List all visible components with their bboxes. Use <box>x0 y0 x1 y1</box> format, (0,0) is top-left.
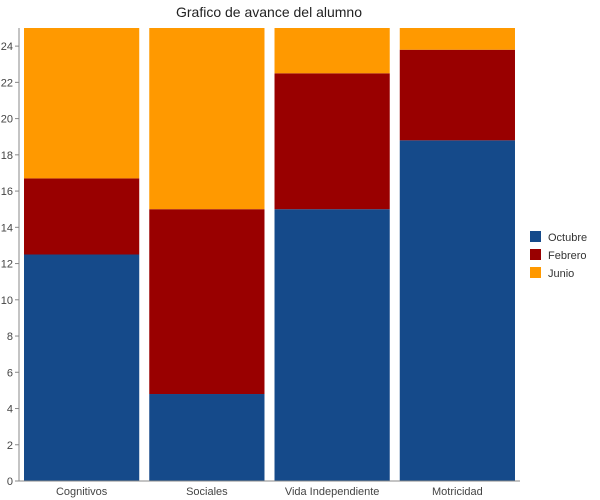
y-tick-label: 4 <box>7 404 13 416</box>
legend-label-octubre: Octubre <box>548 232 587 244</box>
bar-junio-3 <box>399 28 515 50</box>
legend-label-junio: Junio <box>548 268 574 280</box>
plot-area <box>24 28 515 481</box>
chart-title: Grafico de avance del alumno <box>176 4 362 20</box>
bar-octubre-3 <box>399 140 515 481</box>
y-tick-label: 2 <box>7 440 13 452</box>
bar-octubre-1 <box>149 394 265 481</box>
x-tick-label: Sociales <box>186 486 228 498</box>
y-tick-label: 6 <box>7 367 13 379</box>
bar-febrero-1 <box>149 209 265 395</box>
x-axis: Cognitivos Sociales Vida Independiente Motr… <box>19 480 520 498</box>
bar-octubre-2 <box>274 209 390 481</box>
bar-febrero-0 <box>24 178 140 255</box>
y-tick-label: 22 <box>1 77 13 89</box>
legend: Octubre Febrero Junio <box>530 231 587 280</box>
legend-swatch-febrero <box>530 249 541 260</box>
x-tick-label: Cognitivos <box>56 486 108 498</box>
y-tick-label: 14 <box>1 222 13 234</box>
bar-junio-0 <box>24 28 140 179</box>
y-tick-label: 8 <box>7 331 13 343</box>
y-tick-label: 16 <box>1 186 13 198</box>
y-tick-label: 0 <box>7 476 13 488</box>
y-tick-label: 20 <box>1 114 13 126</box>
bar-junio-1 <box>149 28 265 210</box>
x-tick-label: Motricidad <box>432 486 483 498</box>
bar-febrero-3 <box>399 49 515 141</box>
y-tick-label: 18 <box>1 150 13 162</box>
bar-febrero-2 <box>274 73 390 210</box>
y-tick-label: 24 <box>1 41 13 53</box>
bars-group <box>24 28 515 481</box>
legend-swatch-junio <box>530 267 541 278</box>
bar-octubre-0 <box>24 254 140 481</box>
x-tick-label: Vida Independiente <box>285 486 380 498</box>
legend-swatch-octubre <box>530 231 541 242</box>
bar-junio-2 <box>274 28 390 74</box>
y-tick-label: 12 <box>1 259 13 271</box>
y-tick-label: 10 <box>1 295 13 307</box>
legend-label-febrero: Febrero <box>548 250 587 262</box>
